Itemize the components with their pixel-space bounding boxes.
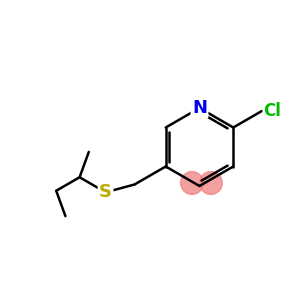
Text: Cl: Cl [263,102,281,120]
Text: S: S [99,183,112,201]
Text: N: N [192,99,207,117]
Circle shape [181,172,203,194]
Circle shape [200,172,222,194]
